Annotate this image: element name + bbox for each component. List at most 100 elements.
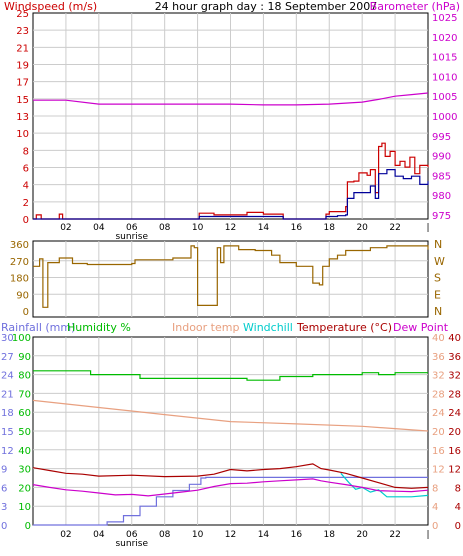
- sunrise-label: sunrise: [115, 539, 148, 549]
- x-tick-label: |: [426, 530, 429, 540]
- winddir-degree-tick: 270: [10, 257, 29, 268]
- x-tick-label: 10: [192, 530, 204, 540]
- chart-title: 24 hour graph day : 18 September 2007: [155, 0, 378, 13]
- x-tick-label: 18: [324, 530, 336, 540]
- windspeed-axis: 0 2 4 6 8 10 13 15 17 19 21 23 25: [16, 9, 29, 226]
- barometer-tick-label: 975: [432, 211, 451, 222]
- winddir-compass-tick: N: [434, 238, 442, 251]
- rainfall-tick-label: 0: [1, 521, 7, 532]
- barometer-tick-label: 1010: [432, 72, 457, 83]
- rainfall-tick-label: 9: [1, 465, 7, 476]
- humidity-tick-label: 40: [18, 446, 31, 457]
- x-tick-label: 02: [60, 223, 71, 233]
- barometer-tick-label: 1005: [432, 92, 457, 103]
- legend-label: Indoor temp: [172, 321, 239, 334]
- windspeed-tick-label: 21: [16, 43, 29, 54]
- x-tick-label: 06: [126, 530, 138, 540]
- indoor-temp-tick-label: 24: [432, 408, 445, 419]
- temperature-tick-label: 36: [448, 352, 461, 363]
- windspeed-tick-label: 19: [16, 61, 29, 72]
- humidity-line: [33, 370, 428, 381]
- x-tick-label: 08: [159, 530, 171, 540]
- winddir-degree-tick: 90: [16, 290, 29, 301]
- barometer-tick-label: 1025: [432, 13, 457, 24]
- rainfall-tick-label: 3: [1, 502, 7, 513]
- x-tick-label: 14: [258, 223, 270, 233]
- humidity-tick-label: 50: [18, 427, 31, 438]
- winddir-degree-tick: 0: [23, 307, 29, 318]
- barometer-tick-label: 985: [432, 171, 451, 182]
- legend-label: Dew Point: [393, 321, 449, 334]
- temperature-tick-label: 28: [448, 389, 461, 400]
- panel1-x-axis: 02 04 06 08 10 12 14 16 18 20 22 | sunrise: [60, 223, 429, 242]
- legend-label: Windchill: [243, 321, 293, 334]
- barometer-tick-label: 990: [432, 152, 451, 163]
- x-tick-label: 08: [159, 223, 171, 233]
- humidity-tick-label: 10: [18, 502, 31, 513]
- rainfall-tick-label: 21: [1, 389, 14, 400]
- humidity-tick-label: 100: [12, 333, 31, 344]
- x-tick-label: 18: [324, 223, 336, 233]
- rainfall-tick-label: 24: [1, 371, 14, 382]
- panel3-axes: 0369121518212427300102030405060708090100…: [1, 333, 461, 532]
- panel3-legend: Rainfall (mm)Humidity % Indoor temp Windch…: [1, 321, 449, 334]
- indoor-temp-tick-label: 8: [432, 483, 438, 494]
- barometer-tick-label: 980: [432, 191, 451, 202]
- x-tick-label: 12: [225, 530, 236, 540]
- temperature-tick-label: 32: [448, 371, 461, 382]
- windspeed-tick-label: 8: [23, 146, 29, 157]
- barometer-line: [33, 92, 429, 106]
- x-tick-label: 04: [93, 530, 105, 540]
- indoor-temp-tick-label: 4: [432, 502, 438, 513]
- rainfall-line: [33, 476, 428, 526]
- x-tick-label: 12: [225, 223, 236, 233]
- panel3-series: [32, 370, 429, 526]
- x-tick-label: 22: [389, 223, 400, 233]
- rainfall-tick-label: 18: [1, 408, 14, 419]
- winddir-degree-tick: 360: [10, 240, 29, 251]
- panel3-x-axis: 02 04 06 08 10 12 14 16 18 20 22 | sunrise: [60, 530, 429, 549]
- x-tick-label: 06: [126, 223, 138, 233]
- humidity-tick-label: 0: [25, 521, 31, 532]
- barometer-axis: 975 980 985 990 995 1000 1005 1010 1015 1020 1025: [432, 13, 457, 222]
- x-tick-label: 02: [60, 530, 71, 540]
- windspeed-tick-label: 4: [23, 181, 29, 192]
- x-tick-label: 04: [93, 223, 105, 233]
- legend-label: Rainfall (mm): [1, 321, 75, 334]
- temperature-tick-label: 20: [448, 427, 461, 438]
- windspeed-tick-label: 2: [23, 198, 29, 209]
- humidity-tick-label: 30: [18, 465, 31, 476]
- indoor-temp-tick-label: 28: [432, 389, 445, 400]
- wind-average-line: [33, 169, 429, 220]
- temperature-tick-label: 0: [455, 521, 461, 532]
- x-tick-label: 16: [291, 530, 303, 540]
- humidity-tick-label: 60: [18, 408, 31, 419]
- indoor-temp-tick-label: 40: [432, 333, 445, 344]
- windspeed-tick-label: 10: [16, 129, 29, 140]
- temperature-line: [32, 463, 429, 489]
- indoor-temp-tick-label: 20: [432, 427, 445, 438]
- temperature-tick-label: 4: [455, 502, 461, 513]
- x-tick-label: 14: [258, 530, 270, 540]
- windspeed-tick-label: 0: [23, 215, 29, 226]
- temperature-tick-label: 12: [448, 465, 461, 476]
- temperature-tick-label: 8: [455, 483, 461, 494]
- winddir-compass-tick: E: [434, 288, 441, 301]
- indoor-temp-tick-label: 36: [432, 352, 445, 363]
- rainfall-tick-label: 30: [1, 333, 14, 344]
- barometer-tick-label: 995: [432, 132, 451, 143]
- x-tick-label: 20: [356, 223, 368, 233]
- temperature-tick-label: 40: [448, 333, 461, 344]
- barometer-header-label: Barometer (hPa): [370, 0, 460, 13]
- windspeed-tick-label: 6: [23, 164, 29, 175]
- x-tick-label: |: [426, 223, 429, 233]
- windspeed-tick-label: 13: [16, 112, 29, 123]
- panel1-series: [33, 92, 429, 220]
- barometer-tick-label: 1000: [432, 112, 457, 123]
- windspeed-tick-label: 17: [16, 78, 29, 89]
- winddir-compass-tick: N: [434, 305, 442, 318]
- windspeed-header-label: Windspeed (m/s): [4, 0, 97, 13]
